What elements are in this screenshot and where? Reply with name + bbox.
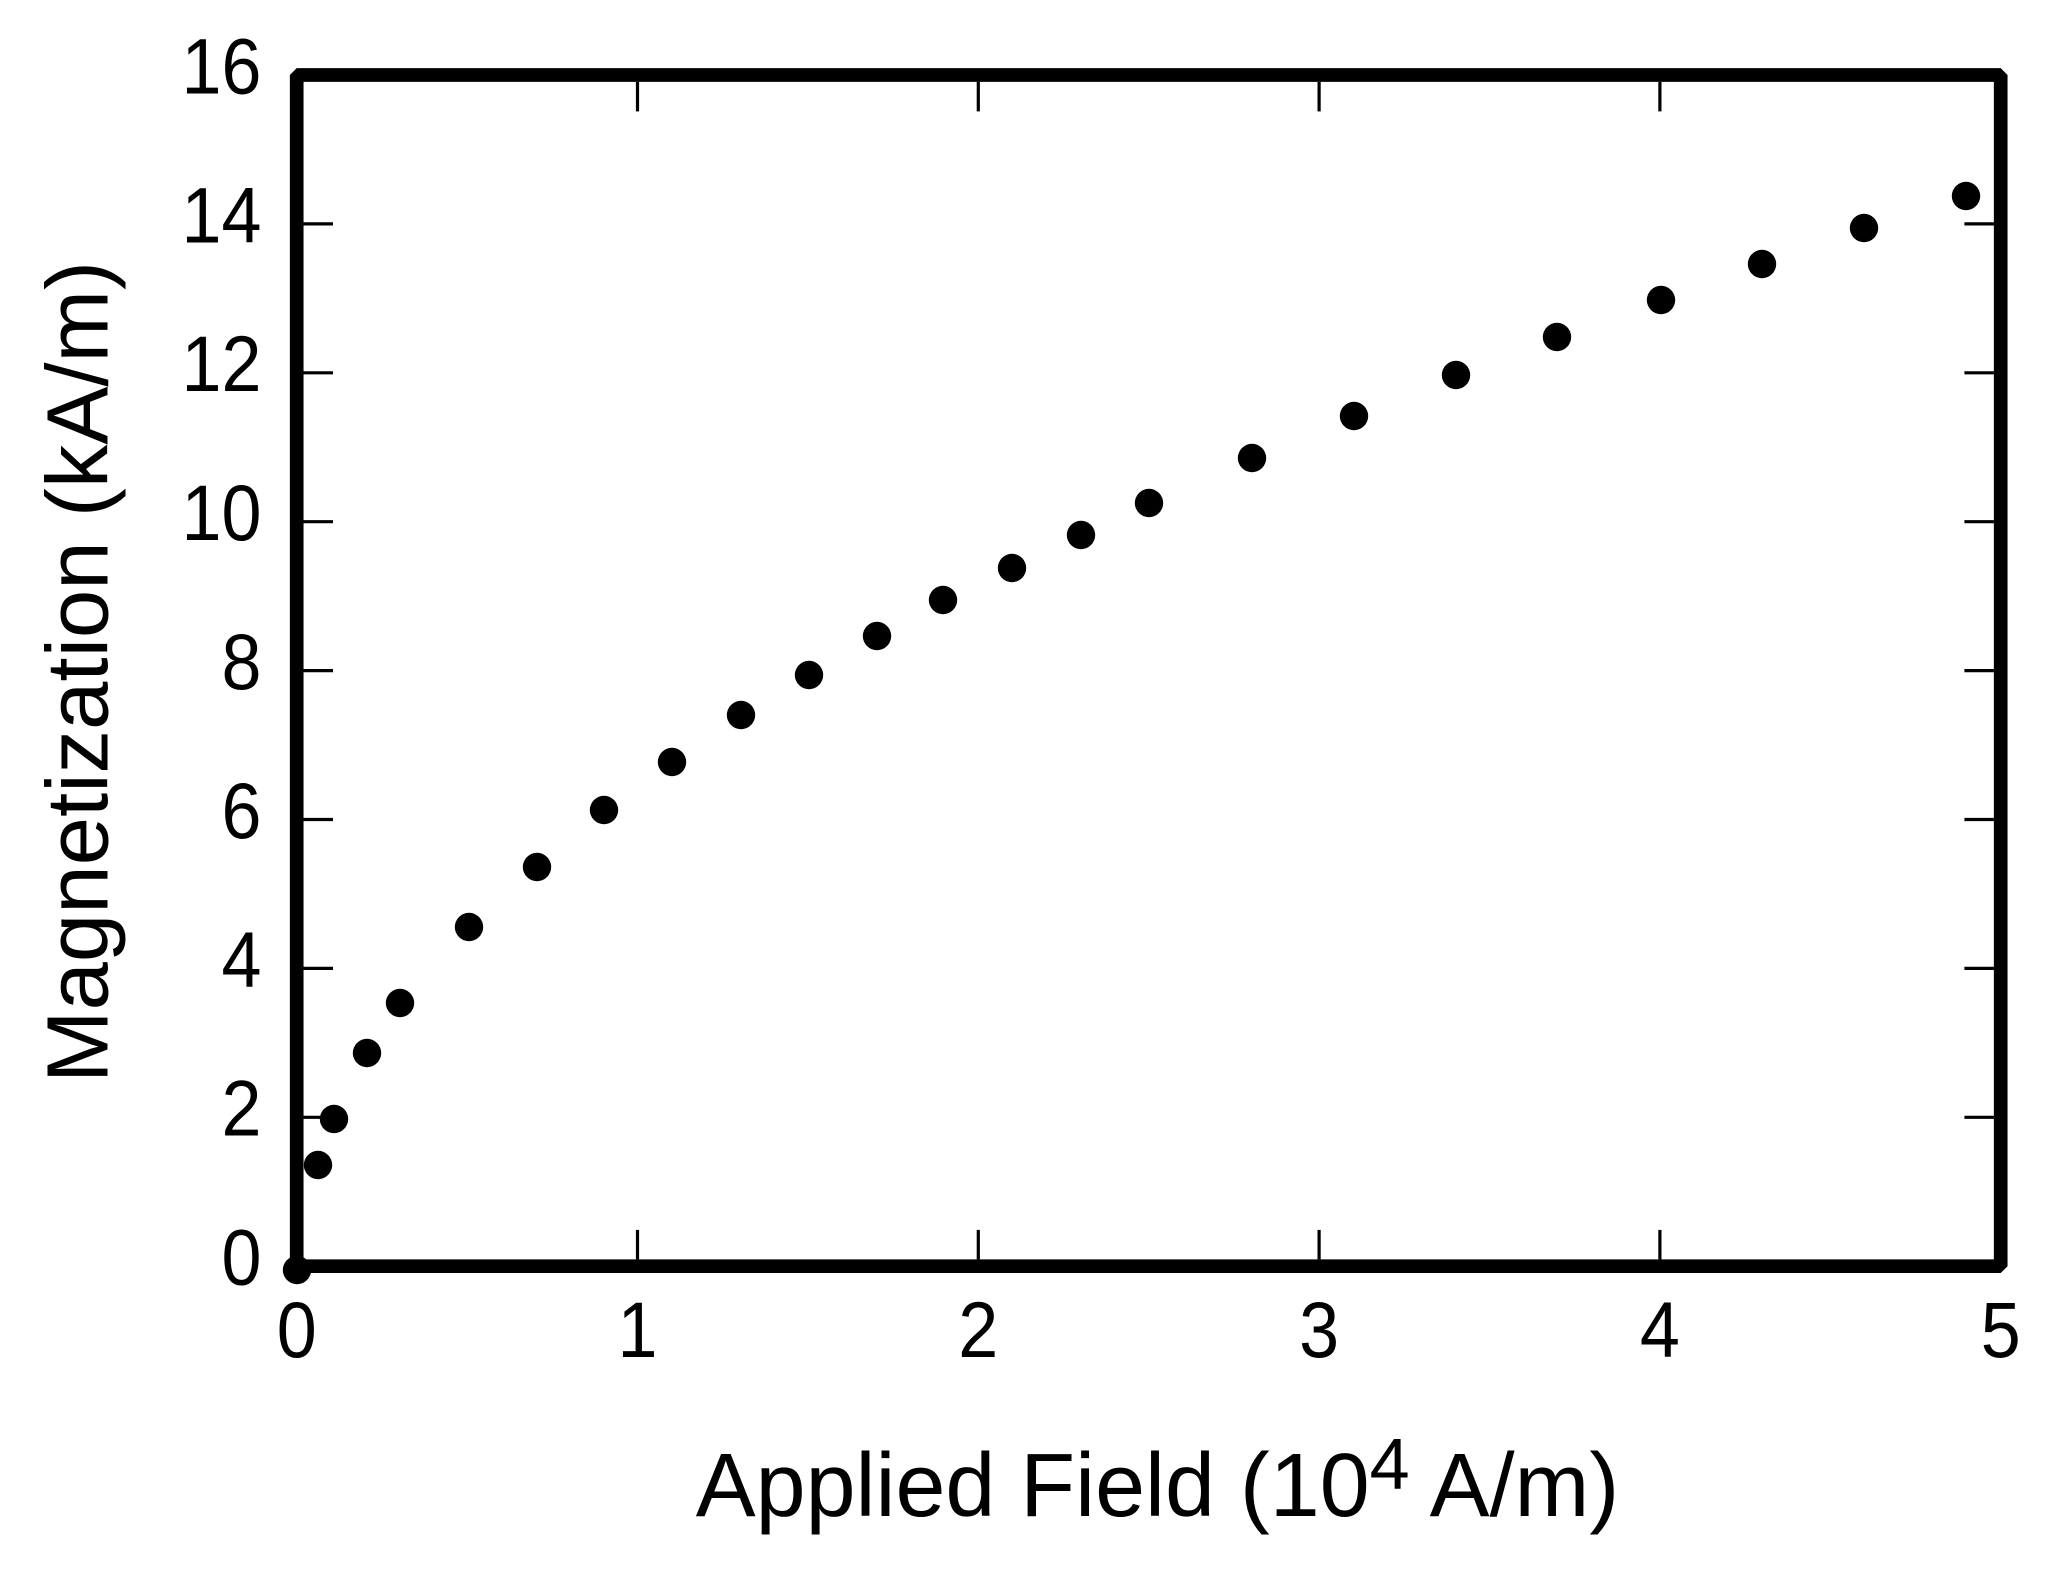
svg-text:6: 6 (222, 768, 262, 856)
svg-text:2: 2 (958, 1287, 998, 1375)
svg-text:Applied Field (104 A/m): Applied Field (104 A/m) (696, 1425, 1619, 1536)
svg-text:3: 3 (1299, 1287, 1339, 1375)
svg-text:8: 8 (222, 619, 262, 707)
svg-text:1: 1 (618, 1287, 658, 1375)
svg-text:5: 5 (1981, 1287, 2021, 1375)
svg-text:4: 4 (222, 917, 262, 1005)
svg-text:2: 2 (222, 1066, 262, 1154)
svg-text:10: 10 (182, 470, 262, 558)
svg-text:16: 16 (182, 23, 262, 111)
svg-text:0: 0 (277, 1287, 317, 1375)
svg-text:4: 4 (1640, 1287, 1680, 1375)
svg-text:14: 14 (182, 172, 262, 260)
svg-text:Magnetization (kA/m): Magnetization (kA/m) (30, 261, 127, 1083)
svg-text:12: 12 (182, 321, 262, 409)
svg-text:0: 0 (222, 1215, 262, 1303)
